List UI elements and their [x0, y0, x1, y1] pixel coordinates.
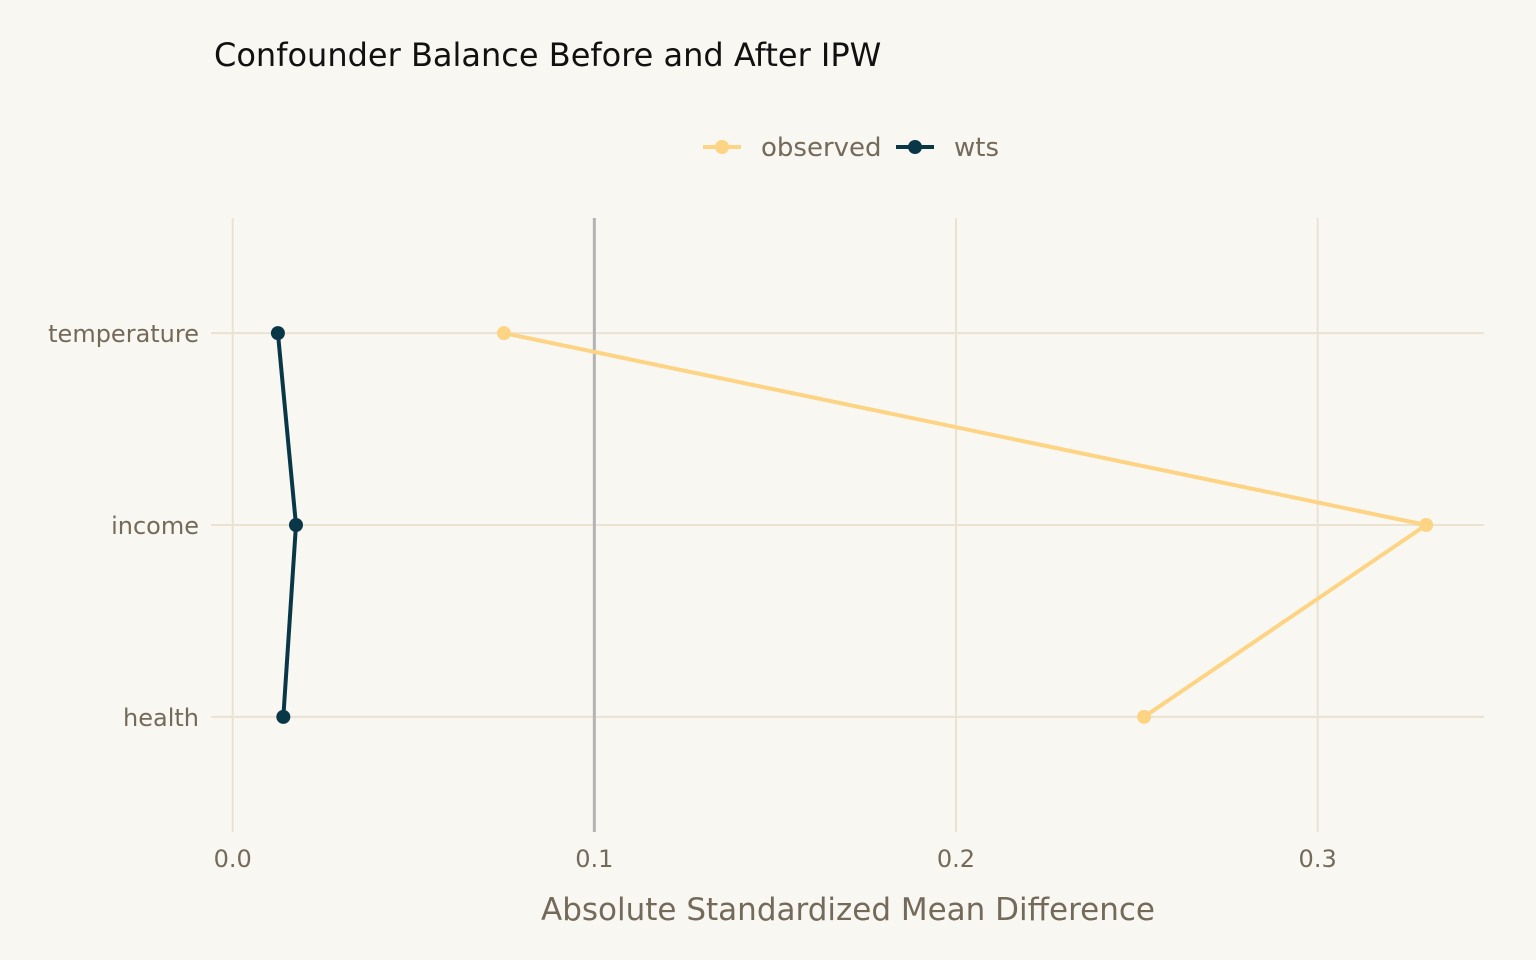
data-point-observed: [1419, 518, 1434, 532]
x-axis-title: Absolute Standardized Mean Difference: [541, 892, 1155, 928]
x-tick-label: 0.0: [214, 845, 252, 873]
y-tick-label: health: [123, 704, 199, 732]
grid: [211, 218, 1484, 832]
data-point-wts: [276, 709, 291, 724]
x-tick-label: 0.2: [937, 845, 975, 873]
data-point-wts: [288, 518, 303, 532]
x-tick-label: 0.3: [1299, 845, 1337, 873]
chart-title: Confounder Balance Before and After IPW: [214, 36, 881, 74]
legend-label: wts: [954, 133, 999, 163]
legend-key-point: [715, 140, 729, 154]
legend: observed wts: [703, 133, 999, 163]
series-group: [270, 326, 1434, 724]
y-tick-label: temperature: [48, 320, 199, 348]
x-axis-ticks: 0.0 0.1 0.2 0.3: [214, 845, 1337, 873]
data-point-observed: [496, 326, 511, 341]
legend-key-point: [908, 140, 922, 154]
legend-label: observed: [761, 133, 882, 163]
data-point-wts: [270, 326, 285, 341]
x-tick-label: 0.1: [575, 845, 613, 873]
y-axis-ticks: health income temperature: [48, 320, 199, 732]
y-tick-label: income: [111, 512, 199, 540]
data-point-observed: [1137, 709, 1152, 724]
